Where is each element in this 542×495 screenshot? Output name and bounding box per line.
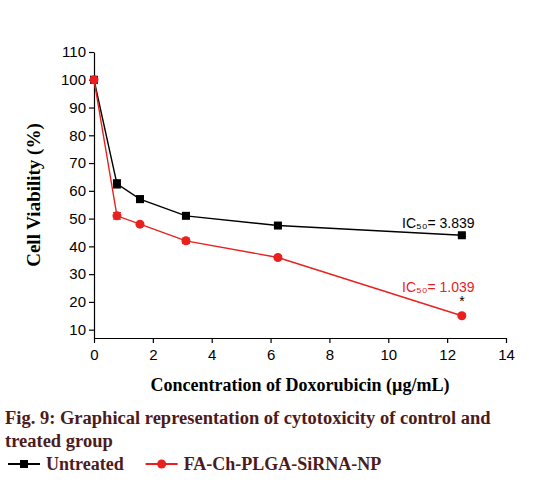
figure-caption: Fig. 9: Graphical representation of cyto… — [5, 408, 495, 451]
y-tick-label: 60 — [69, 182, 86, 199]
x-tick-label: 8 — [326, 346, 334, 363]
data-point — [135, 220, 144, 229]
y-tick: 80 — [69, 127, 94, 144]
caption-line: treated group — [5, 431, 113, 451]
legend-marker — [20, 460, 28, 468]
y-tick-mark — [89, 135, 94, 136]
x-axis: 0 2 4 6 8 10 12 14 — [90, 338, 515, 363]
y-tick-label: 50 — [69, 210, 86, 227]
x-axis-title: Concentration of Doxorubicin (µg/mL) — [151, 375, 450, 396]
x-tick: 8 — [326, 338, 334, 363]
annotation: IC₅₀= 3.839 — [402, 215, 475, 231]
legend-label: Untreated — [46, 454, 124, 474]
x-tick: 10 — [380, 338, 397, 363]
x-tick-label: 2 — [149, 346, 157, 363]
x-tick: 14 — [498, 338, 515, 363]
annotations: IC₅₀= 3.839IC₅₀= 1.039* — [402, 215, 475, 309]
y-tick-mark — [89, 163, 94, 164]
annotation: * — [459, 293, 465, 309]
y-axis: 10 20 30 40 50 60 70 80 90 100 110 — [61, 43, 95, 338]
x-tick-label: 4 — [208, 346, 216, 363]
data-point — [273, 253, 282, 262]
legend-item: Untreated — [8, 454, 124, 474]
y-tick-label: 40 — [69, 238, 86, 255]
data-point — [458, 231, 466, 239]
error-bar — [113, 180, 121, 188]
x-tick-label: 10 — [380, 346, 397, 363]
y-tick: 30 — [69, 265, 94, 282]
x-tick: 4 — [208, 338, 216, 363]
legend: Untreated FA-Ch-PLGA-SiRNA-NP — [8, 454, 381, 474]
y-tick: 100 — [61, 71, 94, 88]
y-tick: 10 — [69, 321, 94, 338]
series-line — [94, 80, 462, 235]
y-tick-mark — [89, 219, 94, 220]
x-tick: 12 — [439, 338, 456, 363]
y-tick-label: 90 — [69, 99, 86, 116]
x-tick: 2 — [149, 338, 157, 363]
y-tick: 90 — [69, 99, 94, 116]
data-point — [136, 195, 144, 203]
data-point — [113, 180, 121, 188]
data-point — [274, 222, 282, 230]
x-axis-line — [95, 338, 507, 339]
chart-container: 0 2 4 6 8 10 12 14 10 20 30 40 50 60 70 80 90 100 110 Conce… — [0, 0, 542, 495]
x-tick-label: 6 — [267, 346, 275, 363]
y-tick-mark — [89, 191, 94, 192]
y-tick-mark — [89, 302, 94, 303]
y-tick-mark — [89, 246, 94, 247]
y-tick-label: 30 — [69, 265, 86, 282]
y-tick: 70 — [69, 154, 94, 171]
data-point — [181, 236, 190, 245]
x-tick-mark — [447, 338, 448, 343]
data-point — [457, 311, 466, 320]
y-tick-label: 70 — [69, 154, 86, 171]
x-tick: 6 — [267, 338, 275, 363]
data-point — [90, 76, 98, 84]
x-tick-label: 14 — [498, 346, 515, 363]
data-point — [112, 211, 121, 220]
y-tick-label: 10 — [69, 321, 86, 338]
chart-svg: 0 2 4 6 8 10 12 14 10 20 30 40 50 60 70 80 90 100 110 Conce… — [0, 0, 542, 495]
x-tick-mark — [270, 338, 271, 343]
x-tick-mark — [153, 338, 154, 343]
y-axis-title: Cell Viability (%) — [23, 123, 45, 267]
legend-marker — [157, 460, 166, 469]
y-tick-mark — [89, 52, 94, 53]
data-point — [182, 212, 190, 220]
error-bar — [136, 196, 144, 203]
x-tick-mark — [388, 338, 389, 343]
x-tick-label: 0 — [90, 346, 98, 363]
y-tick: 50 — [69, 210, 94, 227]
y-tick: 60 — [69, 182, 94, 199]
y-tick-label: 20 — [69, 293, 86, 310]
legend-item: FA-Ch-PLGA-SiRNA-NP — [146, 454, 382, 474]
y-tick: 40 — [69, 238, 94, 255]
y-tick-mark — [89, 107, 94, 108]
y-tick-label: 100 — [61, 71, 86, 88]
y-tick: 20 — [69, 293, 94, 310]
x-tick-mark — [94, 338, 95, 343]
y-tick: 110 — [62, 43, 94, 60]
y-tick-mark — [89, 330, 94, 331]
x-tick-mark — [212, 338, 213, 343]
legend-label: FA-Ch-PLGA-SiRNA-NP — [184, 454, 382, 474]
x-tick-mark — [329, 338, 330, 343]
data-point — [90, 75, 99, 84]
x-tick-mark — [506, 338, 507, 343]
caption-line: Fig. 9: Graphical representation of cyto… — [5, 408, 495, 428]
x-tick: 0 — [90, 338, 98, 363]
x-tick-label: 12 — [439, 346, 456, 363]
y-tick-label: 80 — [69, 127, 86, 144]
y-tick-mark — [89, 274, 94, 275]
y-tick-label: 110 — [62, 43, 86, 60]
y-axis-line — [94, 53, 95, 339]
